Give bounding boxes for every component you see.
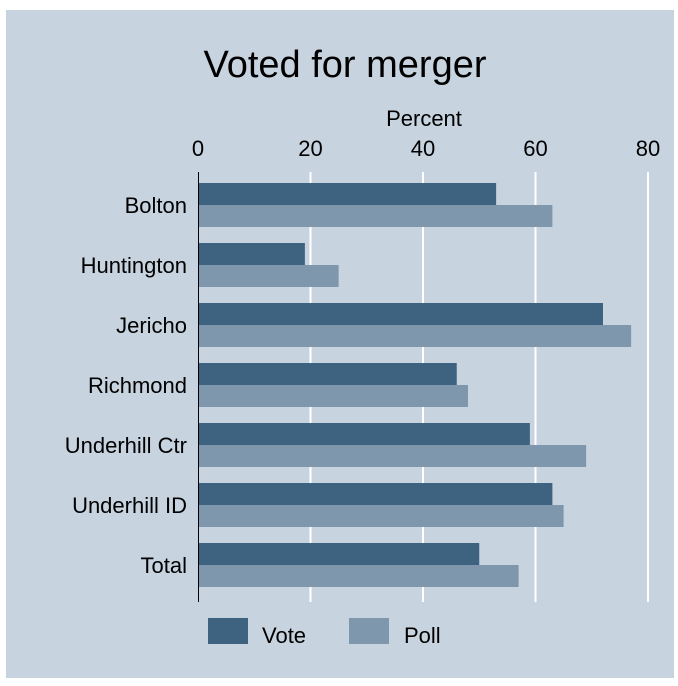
category-labels: Bolton Huntington Jericho Richmond Underhill… — [65, 193, 187, 578]
category-label-underhill-ctr: Underhill Ctr — [65, 433, 187, 458]
x-tick-label-20: 20 — [298, 136, 322, 161]
category-label-underhill-id: Underhill ID — [72, 493, 187, 518]
bar-vote-underhill-id — [198, 483, 553, 505]
bar-vote-richmond — [198, 363, 457, 385]
chart-title: Voted for merger — [203, 44, 486, 86]
x-tick-label-80: 80 — [636, 136, 660, 161]
bar-vote-underhill-ctr — [198, 423, 530, 445]
bar-poll-underhill-id — [198, 505, 564, 527]
category-label-total: Total — [141, 553, 187, 578]
bar-vote-bolton — [198, 183, 497, 205]
bar-poll-total — [198, 565, 519, 587]
bar-vote-jericho — [198, 303, 603, 325]
category-label-jericho: Jericho — [116, 313, 187, 338]
category-label-bolton: Bolton — [125, 193, 187, 218]
bar-poll-bolton — [198, 205, 553, 227]
bar-vote-huntington — [198, 243, 305, 265]
legend: Vote Poll — [208, 618, 441, 648]
bars — [198, 183, 632, 587]
legend-label-vote: Vote — [262, 623, 306, 648]
legend-swatch-poll — [349, 618, 389, 644]
bar-poll-huntington — [198, 265, 339, 287]
legend-label-poll: Poll — [404, 623, 441, 648]
x-axis-label: Percent — [386, 106, 462, 131]
bar-poll-underhill-ctr — [198, 445, 587, 467]
x-tick-label-60: 60 — [523, 136, 547, 161]
category-label-richmond: Richmond — [88, 373, 187, 398]
legend-swatch-vote — [208, 618, 248, 644]
x-tick-labels: 0 20 40 60 80 — [192, 136, 660, 161]
bar-poll-jericho — [198, 325, 632, 347]
category-label-huntington: Huntington — [81, 253, 187, 278]
x-tick-label-40: 40 — [411, 136, 435, 161]
bar-vote-total — [198, 543, 480, 565]
bar-poll-richmond — [198, 385, 468, 407]
x-tick-label-0: 0 — [192, 136, 204, 161]
